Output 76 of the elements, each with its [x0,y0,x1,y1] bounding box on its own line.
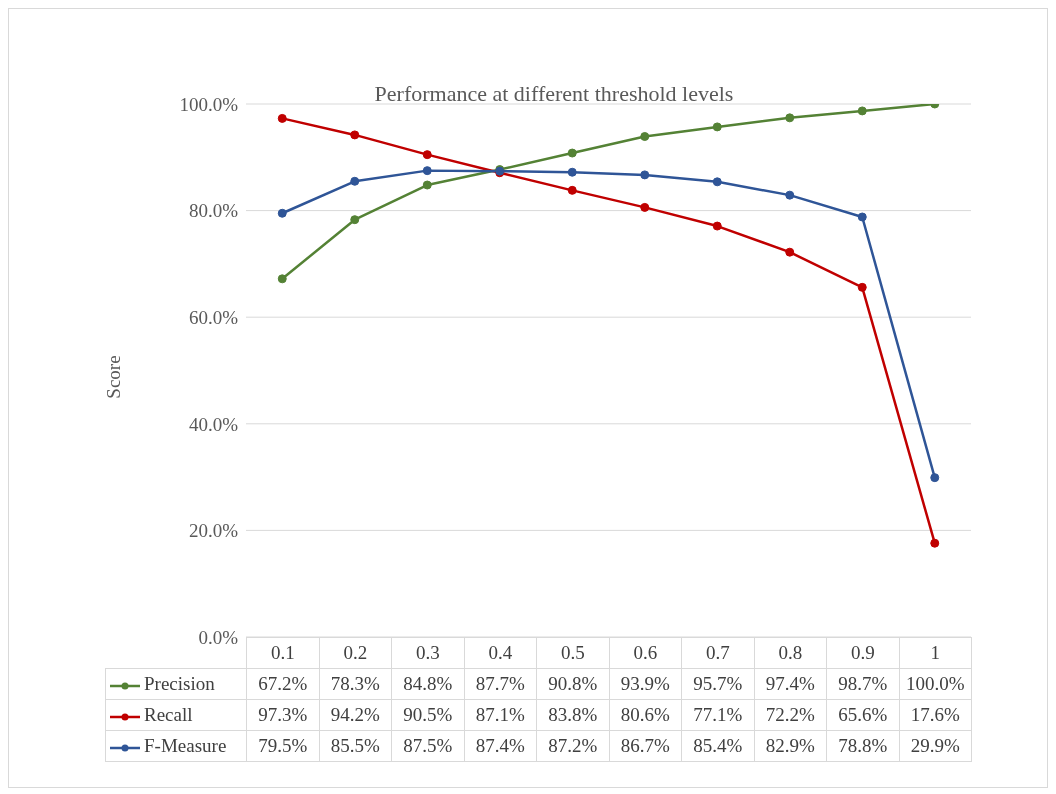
legend-label: Recall [105,699,247,731]
data-label: 72.2% [754,699,827,731]
data-label: 94.2% [319,699,392,731]
point [277,208,287,218]
x-tick-label: 0.9 [826,637,899,669]
y-axis-title: Score [103,355,125,399]
point [640,170,650,180]
point [350,130,360,140]
data-label: 98.7% [826,668,899,700]
data-label: 86.7% [609,730,682,762]
y-tick-label: 40.0% [188,413,239,435]
data-label: 97.4% [754,668,827,700]
data-label: 82.9% [754,730,827,762]
point [640,202,650,212]
x-tick-label: 0.5 [536,637,609,669]
x-tick-label: 0.6 [609,637,682,669]
data-label: 85.5% [319,730,392,762]
point [350,215,360,225]
data-label: 67.2% [246,668,319,700]
data-label: 29.9% [899,730,972,762]
y-tick-label: 0.0% [198,626,239,648]
y-tick-label: 20.0% [188,520,239,542]
point [567,167,577,177]
point [785,190,795,200]
x-tick-label: 0.1 [246,637,319,669]
point [857,282,867,292]
data-label: 87.7% [464,668,537,700]
point [857,106,867,116]
legend-label: Precision [105,668,247,700]
point [712,221,722,231]
point [567,148,577,158]
data-label: 97.3% [246,699,319,731]
x-tick-label: 0.8 [754,637,827,669]
y-tick-label: 80.0% [188,200,239,222]
data-label: 84.8% [391,668,464,700]
data-label: 90.5% [391,699,464,731]
data-label: 87.2% [536,730,609,762]
point [930,538,940,548]
x-tick-label: 0.7 [681,637,754,669]
point [640,132,650,142]
legend-label: F-Measure [105,730,247,762]
point [712,122,722,132]
point [350,176,360,186]
data-label: 83.8% [536,699,609,731]
point [277,274,287,284]
data-label: 65.6% [826,699,899,731]
data-label: 93.9% [609,668,682,700]
point [930,473,940,483]
data-label: 87.5% [391,730,464,762]
y-tick-label: 100.0% [179,93,239,115]
point [422,180,432,190]
data-label: 87.4% [464,730,537,762]
y-tick-label: 60.0% [188,306,239,328]
point [785,113,795,123]
chart-title: Performance at different threshold levels [374,81,734,106]
x-tick-label: 0.3 [391,637,464,669]
data-label: 85.4% [681,730,754,762]
point [422,150,432,160]
x-tick-label: 1 [899,637,972,669]
data-label: 80.6% [609,699,682,731]
data-label: 78.8% [826,730,899,762]
point [422,166,432,176]
x-tick-label: 0.4 [464,637,537,669]
x-tick-label: 0.2 [319,637,392,669]
data-label: 90.8% [536,668,609,700]
point [785,247,795,257]
point [567,185,577,195]
data-label: 79.5% [246,730,319,762]
data-label: 100.0% [899,668,972,700]
data-label: 87.1% [464,699,537,731]
data-label: 17.6% [899,699,972,731]
data-label: 95.7% [681,668,754,700]
point [857,212,867,222]
data-label: 78.3% [319,668,392,700]
data-label: 77.1% [681,699,754,731]
point [712,177,722,187]
